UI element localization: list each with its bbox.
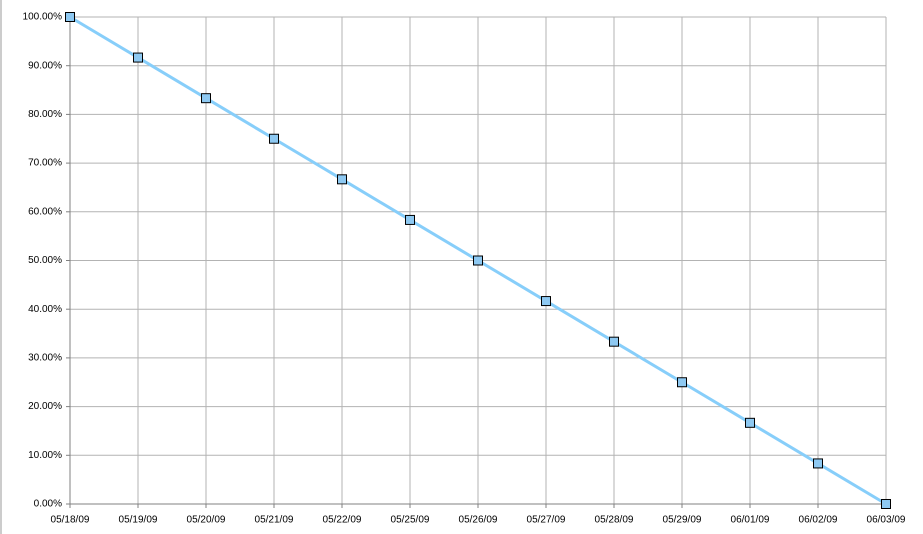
marker: [65, 12, 75, 22]
marker: [677, 377, 687, 388]
x-tick-label: 05/28/09: [595, 515, 634, 526]
x-tick-label: 05/29/09: [663, 515, 702, 526]
y-tick-label: 100.00%: [23, 12, 63, 23]
marker: [337, 174, 347, 185]
marker: [269, 133, 279, 144]
x-tick-label: 05/21/09: [255, 515, 294, 526]
y-tick-label: 50.00%: [28, 255, 62, 266]
y-tick-label: 20.00%: [28, 401, 62, 412]
x-tick-label: 05/27/09: [527, 515, 566, 526]
y-tick-label: 60.00%: [28, 206, 62, 217]
x-tick-label: 05/19/09: [119, 515, 158, 526]
marker: [405, 214, 415, 225]
x-tick-label: 05/18/09: [51, 515, 90, 526]
marker: [133, 52, 143, 63]
y-tick-label: 90.00%: [28, 60, 62, 71]
marker: [473, 255, 483, 266]
marker: [745, 417, 755, 428]
marker: [813, 458, 823, 469]
y-tick-label: 30.00%: [28, 353, 62, 364]
x-tick-label: 06/01/09: [731, 515, 770, 526]
x-tick-label: 05/22/09: [323, 515, 362, 526]
marker: [881, 499, 891, 509]
y-tick-label: 40.00%: [28, 304, 62, 315]
marker: [609, 336, 619, 347]
y-tick-label: 10.00%: [28, 450, 62, 461]
marker: [541, 296, 551, 307]
x-tick-label: 06/02/09: [799, 515, 838, 526]
y-tick-label: 80.00%: [28, 109, 62, 120]
y-tick-label: 70.00%: [28, 158, 62, 169]
x-tick-label: 06/03/09: [867, 515, 906, 526]
y-tick-label: 0.00%: [34, 499, 62, 510]
marker: [201, 93, 211, 104]
x-tick-label: 05/26/09: [459, 515, 498, 526]
x-tick-label: 05/25/09: [391, 515, 430, 526]
x-tick-label: 05/20/09: [187, 515, 226, 526]
